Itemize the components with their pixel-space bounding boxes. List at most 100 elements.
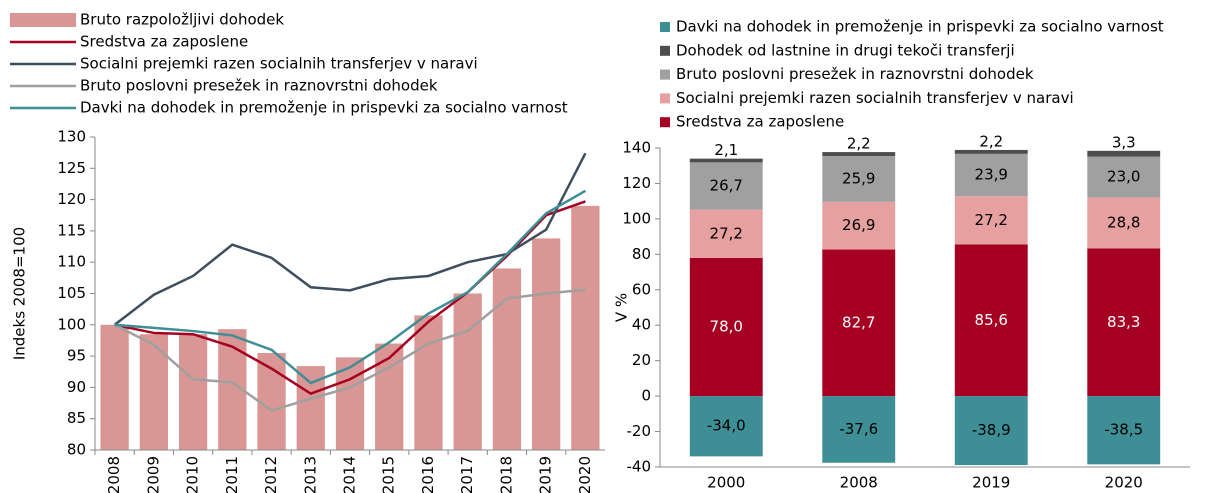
y-tick-label: -20 bbox=[627, 422, 652, 440]
value-label: 26,9 bbox=[842, 216, 875, 234]
x-tick-label: 2020 bbox=[576, 456, 594, 493]
y-tick-label: -40 bbox=[627, 458, 652, 476]
bar bbox=[492, 268, 522, 450]
x-tick-label: 2019 bbox=[537, 456, 555, 493]
bar-segment bbox=[1087, 248, 1161, 397]
bar-segment bbox=[689, 257, 763, 397]
bar-segment bbox=[1087, 150, 1161, 157]
value-label: 2,2 bbox=[847, 135, 871, 153]
y-tick-label: 100 bbox=[57, 315, 86, 333]
bar bbox=[532, 238, 561, 450]
legend-swatch bbox=[660, 117, 670, 128]
legend-label: Sredstva za zaposlene bbox=[676, 113, 844, 131]
x-tick-label: 2008 bbox=[105, 456, 123, 493]
x-tick-label: 2000 bbox=[707, 474, 745, 492]
x-tick-label: 2017 bbox=[458, 456, 476, 493]
bar-segment bbox=[689, 158, 763, 163]
y-tick-label: 80 bbox=[67, 441, 86, 459]
legend-label: Socialni prejemki razen socialnih transf… bbox=[676, 89, 1074, 107]
bar-segment bbox=[822, 249, 896, 397]
value-label: 82,7 bbox=[842, 313, 875, 331]
value-label: 3,3 bbox=[1112, 133, 1136, 151]
y-tick-label: 60 bbox=[632, 280, 651, 298]
y-tick-label: 20 bbox=[632, 351, 651, 369]
value-label: -38,9 bbox=[972, 421, 1011, 439]
value-label: 83,3 bbox=[1107, 313, 1140, 331]
legend-label: Sredstva za zaposlene bbox=[80, 33, 248, 51]
x-tick-label: 2012 bbox=[262, 456, 280, 493]
bar-segment bbox=[1087, 197, 1161, 249]
x-tick-label: 2019 bbox=[972, 474, 1010, 492]
line bbox=[114, 288, 586, 412]
bar bbox=[178, 334, 208, 450]
value-label: 78,0 bbox=[710, 317, 743, 335]
legend-swatch bbox=[660, 22, 670, 32]
y-axis-label: Indeks 2008=100 bbox=[11, 227, 29, 360]
bar-segment bbox=[954, 153, 1028, 197]
bar-segment bbox=[689, 209, 763, 258]
bar-segment bbox=[954, 396, 1028, 466]
legend-label: Davki na dohodek in premoženje in prispe… bbox=[80, 99, 568, 117]
value-label: 85,6 bbox=[975, 311, 1008, 329]
value-label: 27,2 bbox=[710, 224, 743, 242]
value-label: 26,7 bbox=[710, 177, 743, 195]
y-tick-label: 105 bbox=[57, 284, 86, 302]
bar-segment bbox=[822, 396, 896, 463]
y-tick-label: 130 bbox=[57, 128, 86, 146]
value-label: 23,9 bbox=[975, 166, 1008, 184]
bar bbox=[571, 205, 600, 450]
bar bbox=[453, 293, 482, 450]
x-tick-label: 2011 bbox=[223, 456, 241, 493]
x-tick-label: 2015 bbox=[380, 456, 398, 493]
bar-segment bbox=[822, 201, 896, 250]
legend-label: Socialni prejemki razen socialnih transf… bbox=[80, 55, 478, 73]
y-tick-label: 120 bbox=[57, 190, 86, 208]
y-tick-label: 95 bbox=[67, 347, 86, 365]
x-tick-label: 2014 bbox=[341, 456, 359, 493]
bar-segment bbox=[954, 196, 1028, 245]
x-tick-label: 2016 bbox=[419, 456, 437, 493]
y-tick-label: 115 bbox=[57, 221, 86, 239]
bar bbox=[100, 324, 129, 450]
bar-segment bbox=[822, 155, 896, 202]
line bbox=[114, 189, 587, 385]
legend-label: Bruto razpoložljivi dohodek bbox=[80, 11, 284, 29]
bar bbox=[414, 315, 443, 450]
x-tick-label: 2013 bbox=[301, 456, 319, 493]
x-tick-label: 2018 bbox=[497, 456, 515, 493]
x-tick-label: 2009 bbox=[144, 456, 162, 493]
legend-swatch bbox=[660, 69, 670, 80]
legend-swatch bbox=[660, 93, 670, 104]
bar bbox=[139, 334, 168, 450]
value-label: 2,2 bbox=[979, 132, 1003, 150]
y-tick-label: 85 bbox=[67, 409, 86, 427]
x-tick-label: 2020 bbox=[1105, 474, 1143, 492]
legend-label: Dohodek od lastnine in drugi tekoči tran… bbox=[676, 41, 1015, 59]
legend-label: Bruto poslovni presežek in raznovrstni d… bbox=[676, 65, 1034, 83]
y-tick-label: 110 bbox=[57, 253, 86, 271]
y-tick-label: 125 bbox=[57, 159, 86, 177]
bar bbox=[375, 343, 404, 450]
bar-segment bbox=[689, 162, 763, 210]
value-label: 2,1 bbox=[714, 141, 738, 159]
bar-segment bbox=[1087, 156, 1161, 198]
legend-swatch bbox=[660, 45, 670, 56]
x-tick-label: 2008 bbox=[840, 474, 878, 492]
bar-segment bbox=[689, 396, 763, 457]
value-label: -37,6 bbox=[839, 420, 878, 438]
y-tick-label: 140 bbox=[622, 139, 651, 157]
bar-segment bbox=[1087, 396, 1161, 465]
y-tick-label: 100 bbox=[622, 209, 651, 227]
line bbox=[114, 200, 586, 396]
value-label: 25,9 bbox=[842, 169, 875, 187]
legend-label: Davki na dohodek in premoženje in prispe… bbox=[676, 18, 1164, 36]
bar-segment bbox=[954, 149, 1028, 154]
x-tick-label: 2010 bbox=[184, 456, 202, 493]
value-label: 28,8 bbox=[1107, 213, 1140, 231]
bar-segment bbox=[822, 152, 896, 156]
value-label: 23,0 bbox=[1107, 168, 1140, 186]
bar-segment bbox=[954, 244, 1028, 397]
value-label: -38,5 bbox=[1104, 421, 1143, 439]
value-label: 27,2 bbox=[975, 211, 1008, 229]
